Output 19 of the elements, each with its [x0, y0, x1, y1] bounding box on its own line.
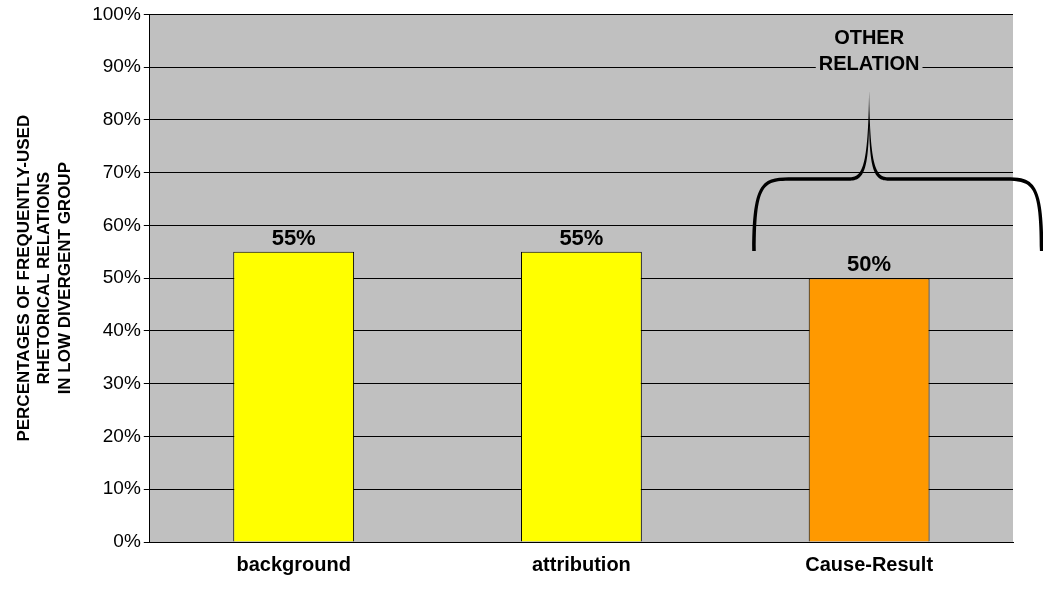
y-axis-title: PERCENTAGES OF FREQUENTLY-USED RHETORICAL RELATIONS IN LOW DIVERGENT GROUP: [13, 114, 74, 442]
data-label: 55%: [559, 224, 604, 250]
y-tick-label: 10%: [102, 477, 141, 499]
y-tick-label: 0%: [113, 530, 141, 552]
y-tick-label: 90%: [102, 55, 141, 77]
x-tick-label: attribution: [531, 552, 631, 575]
y-tick-label: 100%: [92, 2, 141, 24]
y-tick-label: 70%: [102, 160, 141, 182]
data-label: 55%: [271, 224, 316, 250]
y-tick-label: 50%: [102, 266, 141, 288]
annotation: OTHER RELATION: [818, 25, 920, 74]
x-tick-label: background: [236, 552, 351, 575]
data-label: 50%: [847, 251, 892, 277]
y-tick-label: 40%: [102, 319, 141, 341]
y-tick-label: 20%: [102, 424, 141, 446]
y-tick-label: 60%: [102, 213, 141, 235]
y-tick-label: 30%: [102, 371, 141, 393]
x-tick-label: Cause-Result: [805, 552, 934, 575]
y-tick-label: 80%: [102, 108, 141, 130]
